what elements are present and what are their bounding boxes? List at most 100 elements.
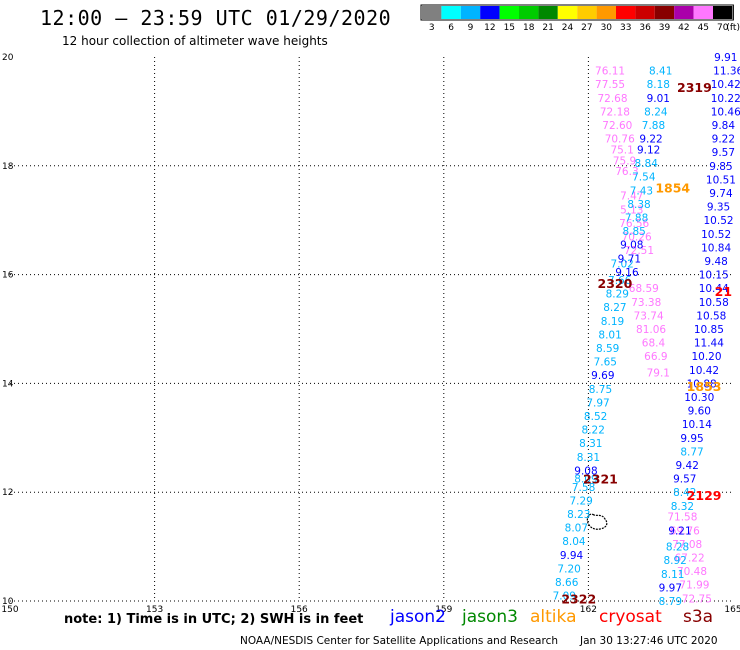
wave-height-value: 10.51 bbox=[706, 174, 736, 186]
pass-time-label: 2321 bbox=[583, 472, 618, 487]
wave-height-value: 7.20 bbox=[557, 563, 580, 575]
wave-height-value: 8.77 bbox=[680, 446, 703, 458]
wave-height-value: 7.88 bbox=[625, 212, 648, 224]
y-tick-label: 14 bbox=[2, 379, 14, 389]
wave-height-value: 9.22 bbox=[712, 134, 735, 146]
y-tick-label: 12 bbox=[2, 488, 13, 498]
wave-height-value: 10.15 bbox=[699, 270, 729, 282]
wave-height-value: 70.76 bbox=[605, 134, 635, 146]
pass-time-labels: 2319 1854 2320 21 1853 2321 2129 2322 bbox=[561, 80, 732, 606]
legend-swatch bbox=[499, 6, 519, 19]
y-tick-label: 20 bbox=[2, 53, 14, 63]
wave-height-value: 67.22 bbox=[675, 552, 705, 564]
legend-swatch bbox=[519, 6, 539, 19]
wave-height-value: 9.74 bbox=[709, 188, 733, 200]
wave-height-value: 7.47 bbox=[620, 191, 643, 203]
wave-height-value: 7.29 bbox=[569, 495, 592, 507]
wave-height-value: 8.11 bbox=[661, 569, 684, 581]
wave-height-value: 7.43 bbox=[630, 185, 653, 197]
legend-label: 30 bbox=[601, 23, 613, 33]
satellite-jason2: jason2 bbox=[390, 607, 446, 627]
altimeter-tracks: 76.1177.5572.6872.1872.6070.7675.175.976… bbox=[553, 52, 740, 608]
pass-time-label: 1854 bbox=[655, 181, 690, 196]
legend-label: 27 bbox=[581, 23, 592, 33]
wave-height-value: 5.13 bbox=[620, 204, 643, 216]
wave-height-value: 9.57 bbox=[673, 474, 696, 486]
wave-height-value: 9.71 bbox=[618, 253, 641, 265]
legend-label: 18 bbox=[523, 23, 535, 33]
legend-label: 12 bbox=[484, 23, 495, 33]
chart-title: 12:00 – 23:59 UTC 01/29/2020 bbox=[40, 6, 392, 30]
wave-height-value: 10.22 bbox=[711, 93, 740, 105]
legend-unit: (ft) bbox=[726, 23, 740, 33]
legend-label: 42 bbox=[678, 23, 689, 33]
wave-height-value: 9.48 bbox=[704, 256, 727, 268]
legend-swatch bbox=[480, 6, 500, 19]
wave-height-value: 8.31 bbox=[577, 452, 600, 464]
wave-height-value: 70.48 bbox=[677, 566, 707, 578]
footer-note: note: 1) Time is in UTC; 2) SWH is in fe… bbox=[64, 612, 364, 627]
wave-height-value: 8.42 bbox=[673, 487, 696, 499]
legend-label: 6 bbox=[448, 23, 454, 33]
wave-height-value: 9.60 bbox=[688, 406, 711, 418]
wave-height-value: 10.44 bbox=[699, 283, 729, 295]
wave-height-value: 7.65 bbox=[594, 357, 617, 369]
wave-height-value: 11.36 bbox=[713, 66, 740, 78]
wave-height-value: 9.84 bbox=[712, 120, 736, 132]
wave-height-value: 75.1 bbox=[610, 144, 633, 156]
wave-height-value: 9.22 bbox=[639, 134, 662, 146]
wave-height-value: 10.84 bbox=[701, 242, 731, 254]
legend-swatch bbox=[713, 6, 733, 19]
wave-height-value: 10.52 bbox=[701, 229, 731, 241]
wave-height-value: 71.99 bbox=[679, 580, 709, 592]
wave-height-value: 8.07 bbox=[565, 523, 588, 535]
wave-height-value: 9.08 bbox=[574, 465, 597, 477]
legend-label: 21 bbox=[542, 23, 553, 33]
wave-height-value: 70.26 bbox=[622, 232, 652, 244]
wave-height-value: 7.97 bbox=[586, 397, 609, 409]
legend-swatch bbox=[616, 6, 636, 19]
legend-swatch bbox=[674, 6, 694, 19]
y-tick-label: 16 bbox=[2, 271, 14, 281]
wave-height-value: 72.60 bbox=[602, 120, 632, 132]
wave-height-value: 76.3 bbox=[615, 166, 638, 178]
wave-height-value: 75.9 bbox=[613, 155, 636, 167]
wave-height-value: 77.55 bbox=[595, 79, 625, 91]
wave-height-value: 8.92 bbox=[663, 555, 686, 567]
wave-height-value: 7.09 bbox=[553, 591, 576, 603]
legend-swatch bbox=[654, 6, 675, 19]
legend-swatch bbox=[596, 6, 616, 19]
legend-label: 45 bbox=[698, 23, 709, 33]
wave-height-value: 8.79 bbox=[659, 596, 682, 608]
pass-time-label: 1853 bbox=[687, 379, 722, 394]
wave-height-value: 7.58 bbox=[572, 482, 595, 494]
x-tick-label: 150 bbox=[1, 605, 18, 615]
wave-height-value: 7.54 bbox=[632, 172, 656, 184]
legend-swatch bbox=[538, 6, 558, 19]
wave-height-value: 8.29 bbox=[606, 289, 629, 301]
wave-height-value: 72.18 bbox=[600, 106, 630, 118]
wave-height-value: 73.38 bbox=[631, 297, 661, 309]
color-legend: 3 6 9 12 15 18 21 24 27 30 33 36 39 42 45 70(ft) bbox=[420, 4, 740, 33]
wave-height-value: 9.21 bbox=[668, 525, 691, 537]
wave-height-value: 7.88 bbox=[642, 120, 665, 132]
wave-height-value: 8.01 bbox=[598, 329, 621, 341]
wave-height-value: 8.28 bbox=[666, 542, 689, 554]
legend-label: 33 bbox=[620, 23, 631, 33]
wave-height-value: 68.4 bbox=[642, 338, 666, 350]
wave-height-value: 73.74 bbox=[634, 310, 664, 322]
wave-height-value: 77.08 bbox=[672, 539, 702, 551]
wave-height-value: 8.18 bbox=[647, 79, 670, 91]
x-tick-label: 162 bbox=[580, 605, 597, 615]
wave-height-value: 79.1 bbox=[647, 368, 670, 380]
satellite-jason3: jason3 bbox=[462, 607, 518, 627]
satellite-altika: altika bbox=[530, 607, 577, 627]
wave-height-value: 8.32 bbox=[671, 501, 694, 513]
wave-height-value: 7.66 bbox=[608, 275, 632, 287]
wave-height-value: 9.12 bbox=[637, 144, 660, 156]
legend-frame bbox=[420, 4, 734, 21]
credit-line: NOAA/NESDIS Center for Satellite Applica… bbox=[240, 635, 558, 647]
wave-height-value: 69.76 bbox=[670, 525, 700, 537]
wave-height-value: 8.04 bbox=[562, 536, 586, 548]
